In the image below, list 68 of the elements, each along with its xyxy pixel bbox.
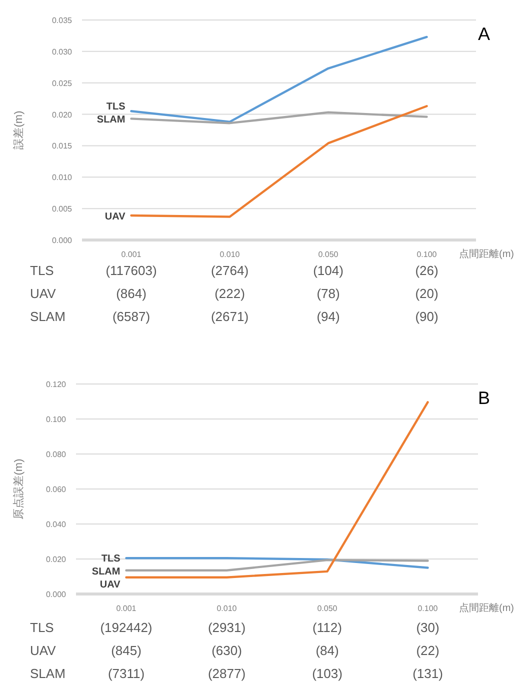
series-label: UAV [104, 211, 126, 222]
y-tick-label: 0.120 [46, 380, 67, 389]
text: (112) [312, 620, 342, 635]
y-axis-title: 原点誤差(m) [12, 458, 25, 520]
series-label: TLS [106, 102, 126, 113]
y-tick-label: 0.100 [46, 415, 67, 424]
text: (7311) [108, 666, 145, 681]
text: SLAM [30, 309, 66, 324]
x-tick-label: 0.001 [121, 250, 142, 259]
y-tick-label: 0.035 [52, 16, 73, 25]
text: (2764) [210, 263, 249, 278]
series-label: SLAM [96, 114, 126, 126]
text: (84) [316, 643, 339, 658]
text: (192442) [100, 620, 152, 635]
text: (104) [313, 263, 344, 278]
x-tick-label: 0.001 [116, 604, 137, 613]
text: (6587) [112, 309, 150, 324]
series-label: UAV [100, 579, 121, 590]
y-tick-label: 0.040 [46, 520, 67, 529]
line-series [130, 111, 428, 124]
line-series [130, 36, 428, 123]
y-axis-title: 誤差(m) [12, 110, 25, 150]
text: (117603) [106, 263, 157, 278]
y-tick-label: 0.025 [52, 78, 73, 88]
y-tick-label: 0.020 [52, 110, 73, 120]
text: SLAM [30, 666, 66, 681]
y-tick-label: 0.020 [46, 555, 67, 564]
text: (2931) [208, 620, 246, 635]
x-axis-title: 点間距離(m) [459, 602, 514, 614]
y-tick-label: 0.080 [46, 450, 67, 459]
y-tick-label: 0.060 [46, 485, 67, 494]
text: UAV [30, 286, 56, 301]
chart-title: A [478, 24, 490, 44]
line-series [130, 105, 428, 218]
x-tick-label: 0.010 [216, 604, 238, 613]
text: (630) [212, 643, 242, 658]
text: (845) [111, 643, 142, 658]
x-tick-label: 0.100 [416, 250, 438, 259]
y-tick-label: 0.030 [52, 47, 73, 56]
text: (131) [412, 666, 443, 681]
text: (90) [415, 309, 438, 324]
chart-title: B [478, 388, 490, 408]
text: (78) [316, 286, 340, 301]
text: (26) [415, 263, 438, 278]
text: (2877) [208, 666, 246, 681]
text: (2671) [210, 309, 249, 324]
x-tick-label: 0.010 [220, 250, 240, 259]
y-tick-label: 0.010 [52, 173, 73, 182]
x-tick-label: 0.050 [318, 250, 339, 259]
y-tick-label: 0.015 [52, 142, 73, 151]
x-tick-label: 0.100 [418, 604, 438, 613]
series-label: TLS [101, 553, 121, 564]
text: TLS [30, 263, 54, 278]
text: (20) [415, 286, 438, 301]
y-tick-label: 0.000 [52, 236, 73, 245]
text: (103) [312, 666, 342, 681]
text: (222) [214, 286, 245, 301]
y-tick-label: 0.005 [52, 204, 73, 214]
text: TLS [30, 620, 54, 635]
series-label: SLAM [92, 566, 120, 578]
text: (22) [416, 643, 440, 658]
text: (864) [116, 286, 146, 301]
x-tick-label: 0.050 [317, 604, 338, 613]
text: (94) [316, 309, 340, 324]
text: (30) [416, 620, 440, 635]
x-axis-title: 点間距離(m) [459, 248, 514, 260]
text: UAV [30, 643, 56, 658]
y-tick-label: 0.000 [46, 590, 67, 599]
